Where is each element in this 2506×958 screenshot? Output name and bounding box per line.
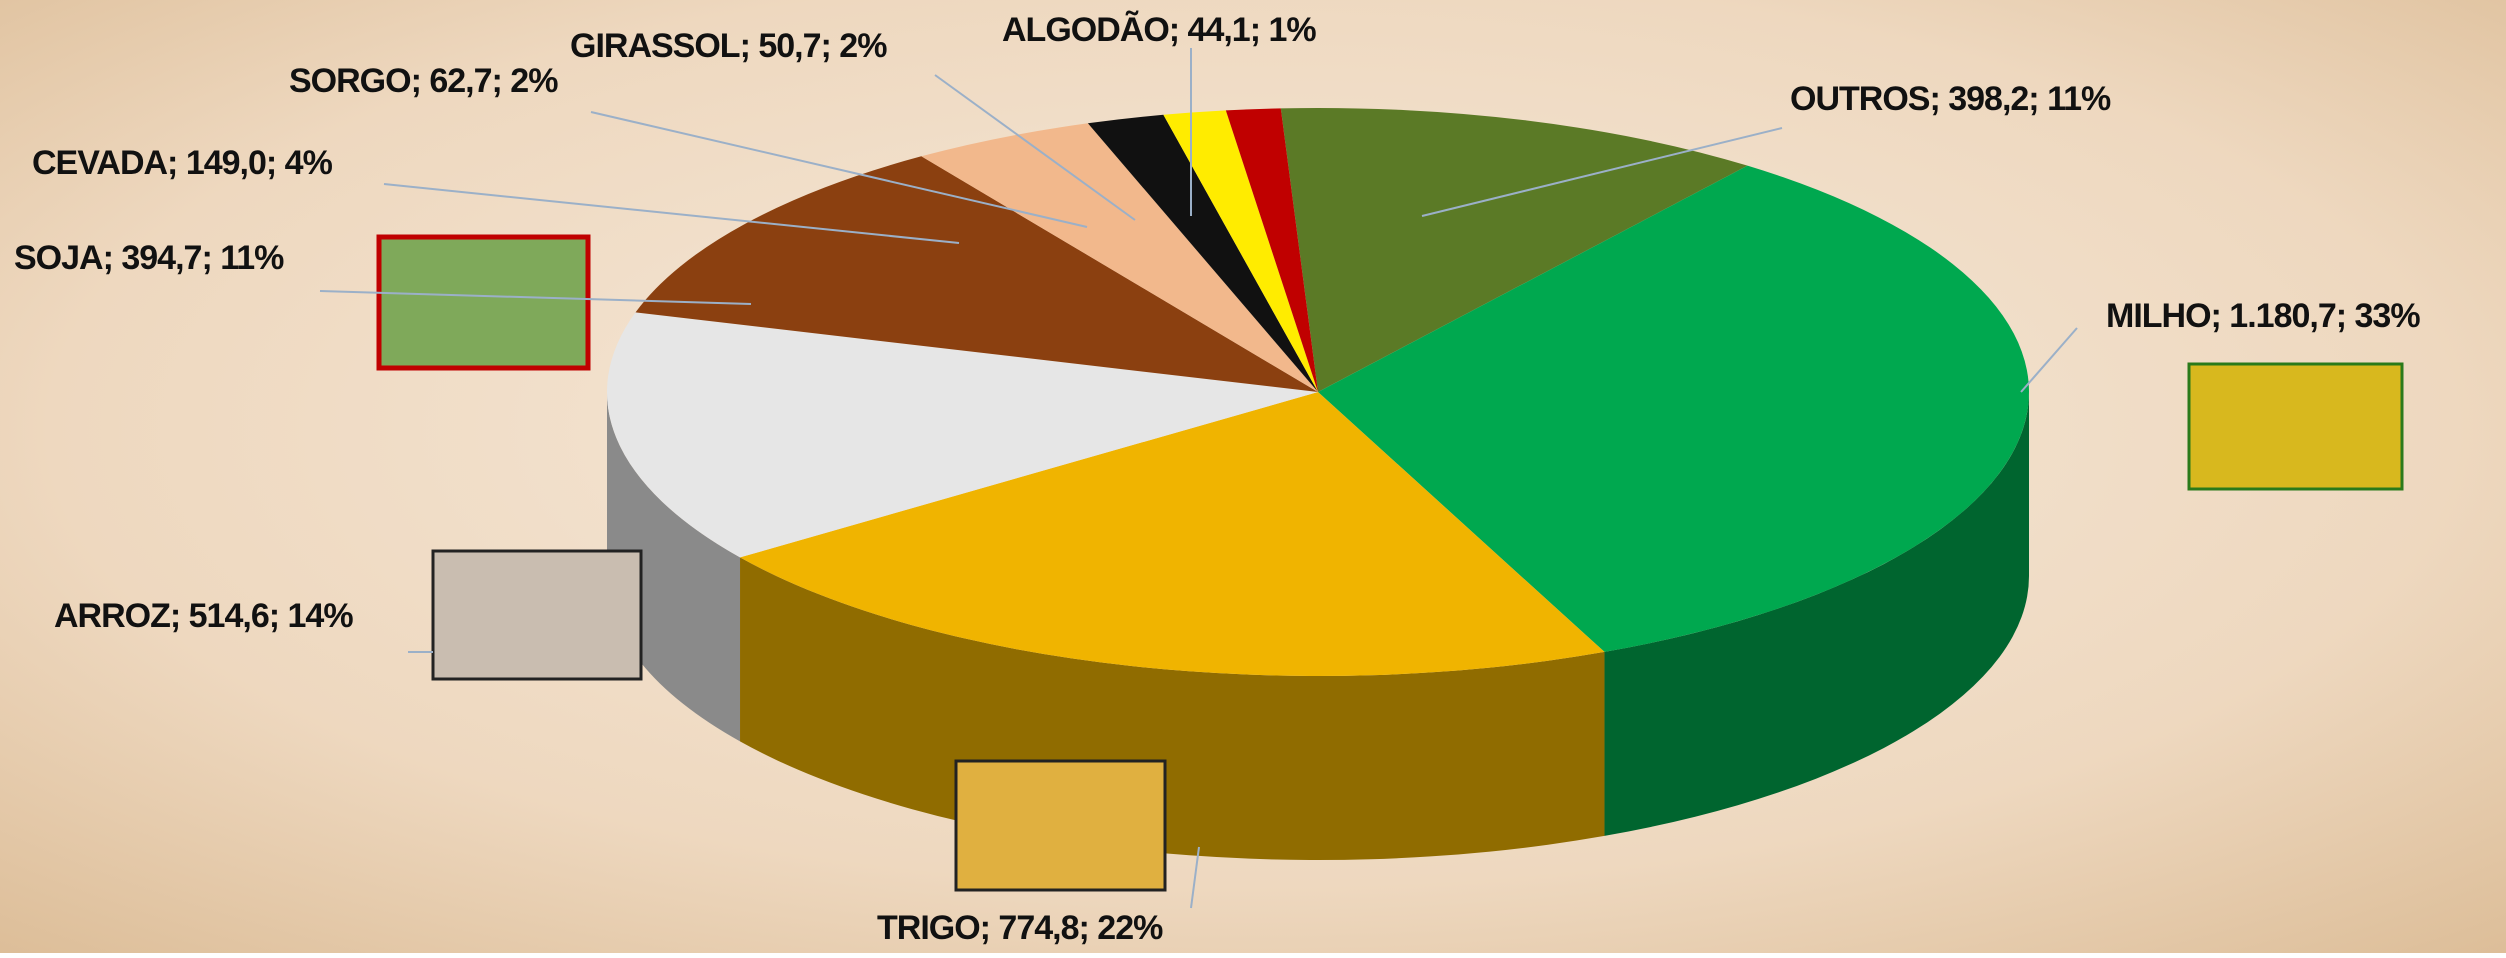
corn-photo xyxy=(2187,362,2404,491)
slice xyxy=(1225,108,1318,392)
leader-line xyxy=(383,183,960,244)
slice xyxy=(1163,110,1318,392)
leader-line xyxy=(2020,327,2078,393)
pie xyxy=(606,108,2029,860)
soy-photo xyxy=(376,234,591,371)
photos xyxy=(376,234,2404,892)
leader-line xyxy=(934,74,1136,221)
slice-side xyxy=(1604,392,2029,836)
data-label: TRIGO; 774,8; 22% xyxy=(877,909,1163,947)
data-label: ALGODÃO; 44,1; 1% xyxy=(1002,11,1316,49)
labels: OUTROS; 398,2; 11% MILHO; 1.180,7; 33% TRI… xyxy=(14,11,2421,947)
data-label: CEVADA; 149,0; 4% xyxy=(32,144,333,182)
slice xyxy=(740,392,1605,676)
data-label: SORGO; 62,7; 2% xyxy=(289,62,558,100)
slice xyxy=(1280,108,1748,392)
slice xyxy=(1087,114,1318,392)
wheat-photo xyxy=(954,759,1167,892)
slice xyxy=(921,123,1318,393)
data-label: ARROZ; 514,6; 14% xyxy=(54,597,353,635)
leader-line xyxy=(1421,127,1783,217)
slice xyxy=(606,312,1318,558)
data-label: SOJA; 394,7; 11% xyxy=(14,239,284,277)
slice xyxy=(635,156,1318,392)
data-label: MILHO; 1.180,7; 33% xyxy=(2106,297,2420,335)
leader-line xyxy=(319,290,752,305)
rice-photo xyxy=(431,549,643,681)
leader-line xyxy=(590,111,1088,228)
data-label: GIRASSOL; 50,7; 2% xyxy=(570,27,887,65)
slice xyxy=(1318,165,2029,652)
data-label: OUTROS; 398,2; 11% xyxy=(1790,80,2111,118)
leader-line xyxy=(1190,846,1200,909)
